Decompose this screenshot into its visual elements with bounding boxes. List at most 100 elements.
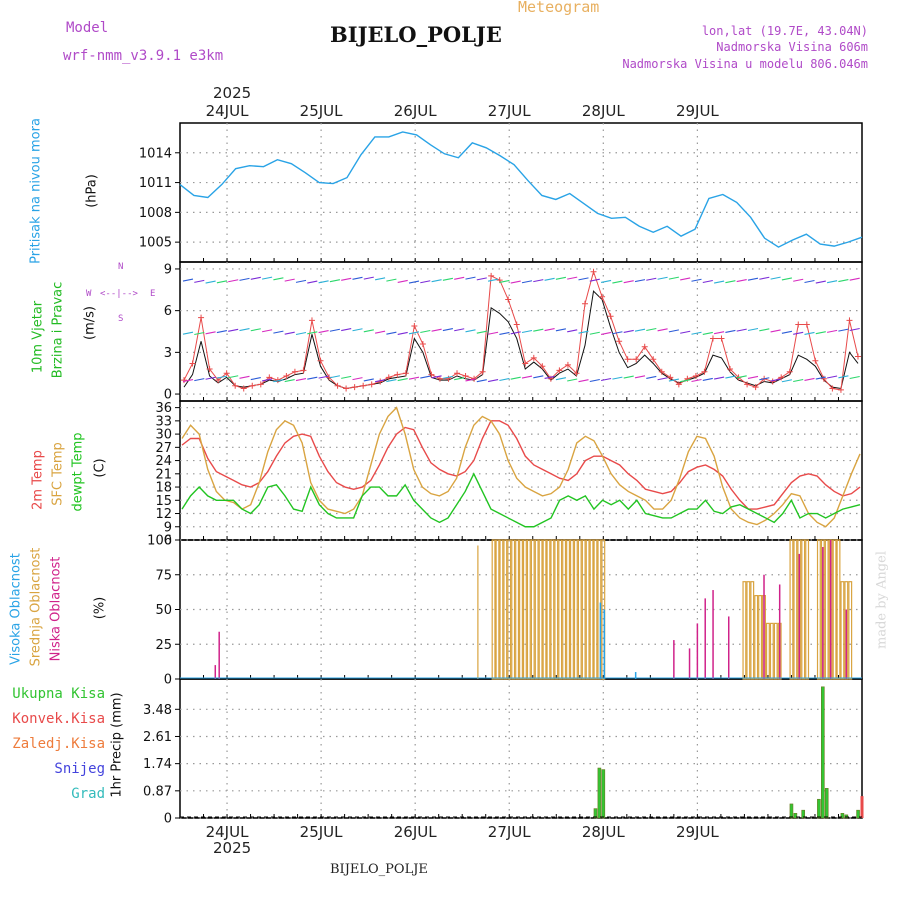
precip-total-bar (824, 788, 829, 819)
wind-gust-marker (334, 382, 341, 389)
wind-direction-arrow (589, 331, 600, 335)
wind-gust-marker (232, 382, 239, 389)
wind-direction-arrow (510, 280, 521, 284)
wind-direction-arrow (228, 375, 239, 379)
ytick-label-precipitation: 0 (164, 812, 172, 827)
wind-direction-arrow (205, 331, 216, 335)
mid-cloud-bar (754, 594, 759, 680)
wind-gust-marker (368, 381, 375, 388)
ytick-label-temperature: 15 (155, 494, 172, 509)
wind-direction-arrow (329, 279, 341, 283)
wind-direction-arrow (793, 331, 804, 335)
day-label-bottom: 27JUL (488, 823, 531, 841)
wind-direction-arrow (781, 330, 793, 334)
wind-gust-marker (692, 372, 699, 379)
wind-gust-marker (769, 378, 776, 385)
wind-direction-arrow (194, 279, 205, 283)
wind-gust-marker (308, 317, 315, 324)
wind-direction-arrow (770, 378, 781, 382)
wind-direction-arrow (352, 276, 363, 280)
wind-gust-marker (855, 353, 861, 360)
meteogram-label: Meteogram (518, 0, 600, 16)
wind-gust-marker (394, 371, 401, 378)
wind-direction-arrow (374, 330, 386, 334)
mid-cloud-bar (789, 539, 794, 680)
wind-gust-marker (837, 386, 844, 393)
ytick-label-temperature: 12 (155, 507, 172, 522)
wind-gust-marker (820, 375, 827, 382)
wind-gust-marker (505, 296, 512, 303)
wind-direction-arrow (646, 375, 657, 379)
wind-direction-arrow (487, 331, 499, 335)
wind-gust-marker (249, 382, 256, 389)
mid-cloud-bar (758, 594, 763, 680)
wind-direction-arrow (284, 331, 295, 335)
wind-direction-arrow (544, 375, 555, 379)
wind-direction-arrow (216, 280, 228, 284)
wind-direction-arrow (555, 328, 567, 332)
wind-direction-arrow (702, 331, 713, 335)
day-label-top: 24JUL (206, 102, 249, 120)
wind-direction-arrow (431, 375, 442, 379)
wind-gust-marker (667, 374, 674, 381)
wind-gust-marker (607, 313, 614, 320)
wind-gust-marker (343, 385, 350, 392)
ytick-label-wind: 6 (164, 304, 172, 319)
wind-direction-arrow (600, 279, 612, 283)
wind-direction-arrow (815, 376, 826, 380)
wind-direction-arrow (521, 375, 533, 379)
wind-direction-arrow (431, 328, 442, 332)
precip-total-bar (840, 813, 845, 819)
wind-direction-arrow (454, 276, 465, 280)
wind-direction-arrow (442, 375, 454, 379)
wind-gust-marker (599, 293, 606, 300)
wind-gust-marker (786, 368, 793, 375)
wind-direction-arrow (476, 330, 487, 334)
year-label-top: 2025 (213, 84, 252, 102)
wind-direction-arrow (499, 279, 510, 283)
model-name: wrf-nmm_v3.9.1 e3km (63, 48, 224, 64)
wind-direction-arrow (668, 378, 680, 382)
page-title: BIJELO_POLJE (330, 22, 502, 47)
wind-direction-arrow (273, 330, 284, 334)
ytick-label-clouds: 100 (147, 534, 172, 549)
wind-direction-arrow (567, 329, 578, 333)
precip-total-bar (789, 803, 794, 819)
mid-cloud-bar (542, 539, 547, 680)
wind-direction-arrow (318, 330, 329, 334)
wind-direction-arrow (307, 331, 318, 335)
wind-direction-arrow (759, 328, 770, 332)
wind-gust-marker (317, 357, 324, 364)
wind-direction-arrow (567, 378, 578, 382)
wind-direction-arrow (194, 378, 205, 382)
wind-direction-arrow (510, 376, 521, 380)
elevation-label: Nadmorska Visina 606m (716, 40, 868, 54)
wind-direction-arrow (250, 377, 261, 381)
wind-direction-arrow (793, 278, 804, 282)
wind-direction-arrow (487, 278, 499, 282)
year-label-bottom: 2025 (213, 839, 252, 857)
wind-direction-arrow (408, 331, 420, 335)
wind-direction-arrow (713, 331, 725, 335)
mid-cloud-bar (840, 581, 845, 680)
mid-cloud-bar (832, 539, 837, 680)
precip-legend-conv: Konvek.Kisa (12, 711, 105, 727)
wind-direction-arrow (544, 277, 555, 281)
wind-gust-marker (752, 384, 759, 391)
wind-direction-arrow (250, 276, 261, 280)
mid-cloud-bar (554, 539, 559, 680)
precip-conv-bar (860, 796, 864, 818)
wind-direction-arrow (499, 377, 510, 382)
day-label-top: 29JUL (676, 102, 719, 120)
mid-cloud-bar (793, 539, 798, 680)
day-label-bottom: 25JUL (300, 823, 343, 841)
wind-gust-marker (198, 314, 205, 321)
wind-direction-arrow (646, 277, 657, 281)
wind-gust-marker (718, 335, 725, 342)
wind-direction-arrow (747, 375, 759, 380)
precip-total-bar (821, 686, 825, 819)
wind-direction-arrow (747, 327, 759, 332)
wind-direction-arrow (521, 280, 533, 284)
mid-cloud-bar (577, 539, 582, 680)
wind-direction-arrow (781, 379, 793, 383)
